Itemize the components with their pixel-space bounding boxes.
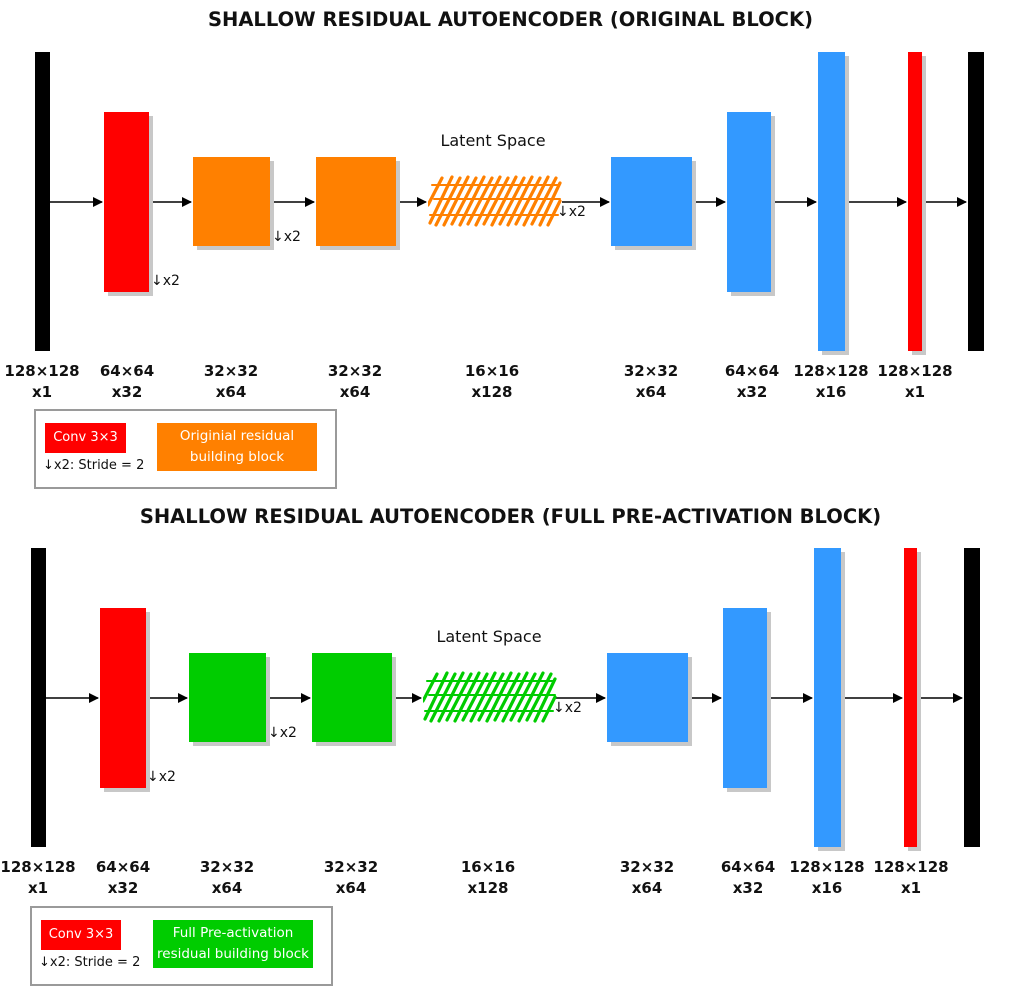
- decoder-block-2: [723, 608, 767, 788]
- legend-conv-swatch: Conv 3×3: [41, 920, 121, 950]
- dim-label-latent: 16×16 x128: [464, 362, 520, 401]
- dim-label-res2: 32×32 x64: [327, 362, 383, 401]
- residual-block-2: [316, 157, 396, 246]
- conv-block-encoder: [104, 112, 149, 292]
- dim-label-dec2: 64×64 x32: [720, 858, 776, 897]
- dim-label-dec2: 64×64 x32: [724, 362, 780, 401]
- legend-conv-swatch: Conv 3×3: [45, 423, 126, 453]
- dim-label-dec1: 32×32 x64: [619, 858, 675, 897]
- dim-label-res1: 32×32 x64: [203, 362, 259, 401]
- decoder-block-3: [818, 52, 845, 351]
- decoder-block-3: [814, 548, 841, 847]
- legend-block-swatch: Full Pre-activation residual building blo…: [153, 920, 313, 968]
- conv-block-output: [908, 52, 922, 351]
- decoder-block-1: [607, 653, 688, 742]
- diagram-title: SHALLOW RESIDUAL AUTOENCODER (ORIGINAL B…: [207, 8, 814, 31]
- preact-block-2: [312, 653, 392, 742]
- decoder-block-2: [727, 112, 771, 292]
- legend-box: Conv 3×3 ↓x2: Stride = 2 Full Pre-activa…: [30, 906, 333, 986]
- diagram-title: SHALLOW RESIDUAL AUTOENCODER (FULL PRE-A…: [139, 505, 882, 528]
- decoder-block-1: [611, 157, 692, 246]
- dim-label-conv: 64×64 x32: [95, 858, 151, 897]
- dim-label-res2: 32×32 x64: [323, 858, 379, 897]
- stride-label: ↓x2: [553, 700, 582, 716]
- preact-block-1: [189, 653, 266, 742]
- dim-label-latent: 16×16 x128: [460, 858, 516, 897]
- input-layer: [31, 548, 46, 847]
- legend-block-line2: residual building block: [157, 946, 309, 962]
- stride-label: ↓x2: [151, 273, 180, 289]
- dim-label-input: 128×128 x1: [0, 858, 76, 897]
- legend-block-line1: Full Pre-activation: [172, 925, 294, 941]
- residual-block-1: [193, 157, 270, 246]
- dim-label-dec3: 128×128 x16: [789, 858, 865, 897]
- conv-block-output: [904, 548, 917, 847]
- latent-residual-block: [428, 175, 562, 227]
- latent-space-label: Latent Space: [440, 131, 546, 150]
- legend-block-swatch: Originial residual building block: [157, 423, 317, 471]
- stride-label: ↓x2: [147, 769, 176, 785]
- dim-label-dec1: 32×32 x64: [623, 362, 679, 401]
- latent-space-label: Latent Space: [436, 627, 542, 646]
- dim-label-output: 128×128 x1: [877, 362, 953, 401]
- dim-label-conv: 64×64 x32: [99, 362, 155, 401]
- legend-box: Conv 3×3 ↓x2: Stride = 2 Originial resid…: [34, 409, 337, 489]
- latent-preact-block: [423, 671, 557, 723]
- stride-label: ↓x2: [268, 725, 297, 741]
- dim-label-res1: 32×32 x64: [199, 858, 255, 897]
- conv-block-encoder: [100, 608, 146, 788]
- dim-label-dec3: 128×128 x16: [793, 362, 869, 401]
- legend-block-line1: Originial residual: [179, 428, 295, 444]
- legend-stride-note: ↓x2: Stride = 2: [43, 458, 145, 473]
- output-layer: [964, 548, 980, 847]
- input-layer: [35, 52, 50, 351]
- stride-label: ↓x2: [272, 229, 301, 245]
- legend-block-line2: building block: [189, 449, 285, 465]
- dim-label-input: 128×128 x1: [4, 362, 80, 401]
- stride-label: ↓x2: [557, 204, 586, 220]
- legend-stride-note: ↓x2: Stride = 2: [39, 955, 141, 970]
- dim-label-output: 128×128 x1: [873, 858, 949, 897]
- output-layer: [968, 52, 984, 351]
